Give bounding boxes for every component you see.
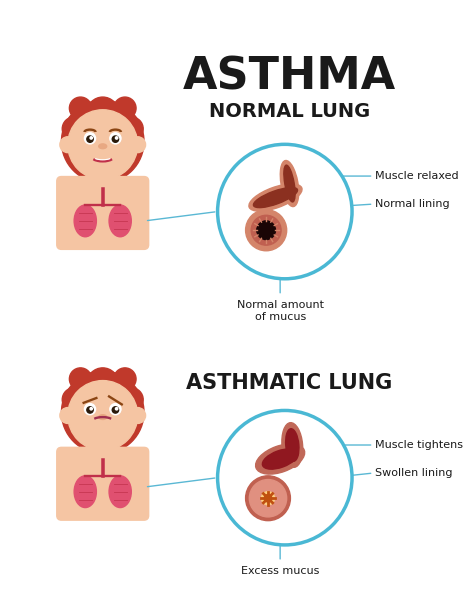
- Circle shape: [246, 210, 287, 250]
- Circle shape: [84, 133, 96, 144]
- Circle shape: [62, 117, 86, 140]
- Circle shape: [218, 144, 352, 279]
- Circle shape: [90, 407, 92, 410]
- Circle shape: [62, 100, 144, 183]
- Ellipse shape: [282, 423, 303, 468]
- Ellipse shape: [262, 449, 298, 469]
- Ellipse shape: [286, 429, 299, 461]
- Text: Muscle relaxed: Muscle relaxed: [375, 171, 459, 181]
- Circle shape: [246, 476, 291, 520]
- Text: Muscle tightens: Muscle tightens: [375, 440, 464, 450]
- FancyBboxPatch shape: [57, 176, 149, 249]
- Ellipse shape: [74, 205, 96, 237]
- Circle shape: [73, 103, 101, 132]
- Circle shape: [104, 374, 133, 402]
- Ellipse shape: [74, 476, 96, 508]
- Circle shape: [115, 407, 118, 410]
- Circle shape: [87, 136, 93, 142]
- Circle shape: [68, 381, 137, 451]
- Circle shape: [262, 492, 274, 505]
- Circle shape: [104, 103, 133, 132]
- Ellipse shape: [99, 415, 107, 420]
- Circle shape: [114, 368, 136, 390]
- Circle shape: [130, 407, 146, 423]
- Text: ASTHMA: ASTHMA: [183, 55, 396, 98]
- Circle shape: [110, 133, 121, 144]
- Circle shape: [114, 97, 136, 119]
- Ellipse shape: [109, 205, 131, 237]
- Circle shape: [87, 97, 118, 129]
- Circle shape: [264, 494, 272, 502]
- FancyBboxPatch shape: [93, 442, 112, 462]
- Circle shape: [115, 137, 118, 139]
- Ellipse shape: [284, 165, 295, 202]
- FancyBboxPatch shape: [93, 171, 112, 191]
- Text: NORMAL LUNG: NORMAL LUNG: [209, 102, 370, 122]
- Text: Excess mucus: Excess mucus: [241, 567, 319, 576]
- Circle shape: [119, 117, 143, 140]
- Circle shape: [62, 371, 144, 454]
- Circle shape: [218, 410, 352, 545]
- Circle shape: [119, 388, 143, 412]
- Circle shape: [84, 404, 96, 415]
- Circle shape: [251, 215, 281, 245]
- Ellipse shape: [254, 187, 298, 207]
- Circle shape: [69, 97, 91, 119]
- Circle shape: [87, 368, 118, 399]
- Ellipse shape: [99, 144, 107, 149]
- Ellipse shape: [109, 476, 131, 508]
- Circle shape: [112, 407, 118, 413]
- Circle shape: [62, 388, 86, 412]
- Text: ASTHMATIC LUNG: ASTHMATIC LUNG: [186, 373, 392, 393]
- Circle shape: [87, 407, 93, 413]
- Ellipse shape: [280, 161, 299, 207]
- Circle shape: [130, 137, 146, 153]
- Circle shape: [69, 368, 91, 390]
- Text: Swollen lining: Swollen lining: [375, 468, 453, 478]
- Circle shape: [68, 110, 137, 179]
- Circle shape: [112, 136, 118, 142]
- Circle shape: [249, 480, 287, 517]
- Text: Normal lining: Normal lining: [375, 199, 450, 209]
- Circle shape: [73, 374, 101, 402]
- Circle shape: [60, 407, 76, 423]
- Circle shape: [257, 221, 275, 240]
- Circle shape: [90, 137, 92, 139]
- Circle shape: [60, 137, 76, 153]
- Ellipse shape: [249, 184, 302, 211]
- Text: Normal amount
of mucus: Normal amount of mucus: [237, 300, 324, 322]
- FancyBboxPatch shape: [57, 447, 149, 520]
- Circle shape: [110, 404, 121, 415]
- Ellipse shape: [255, 444, 305, 474]
